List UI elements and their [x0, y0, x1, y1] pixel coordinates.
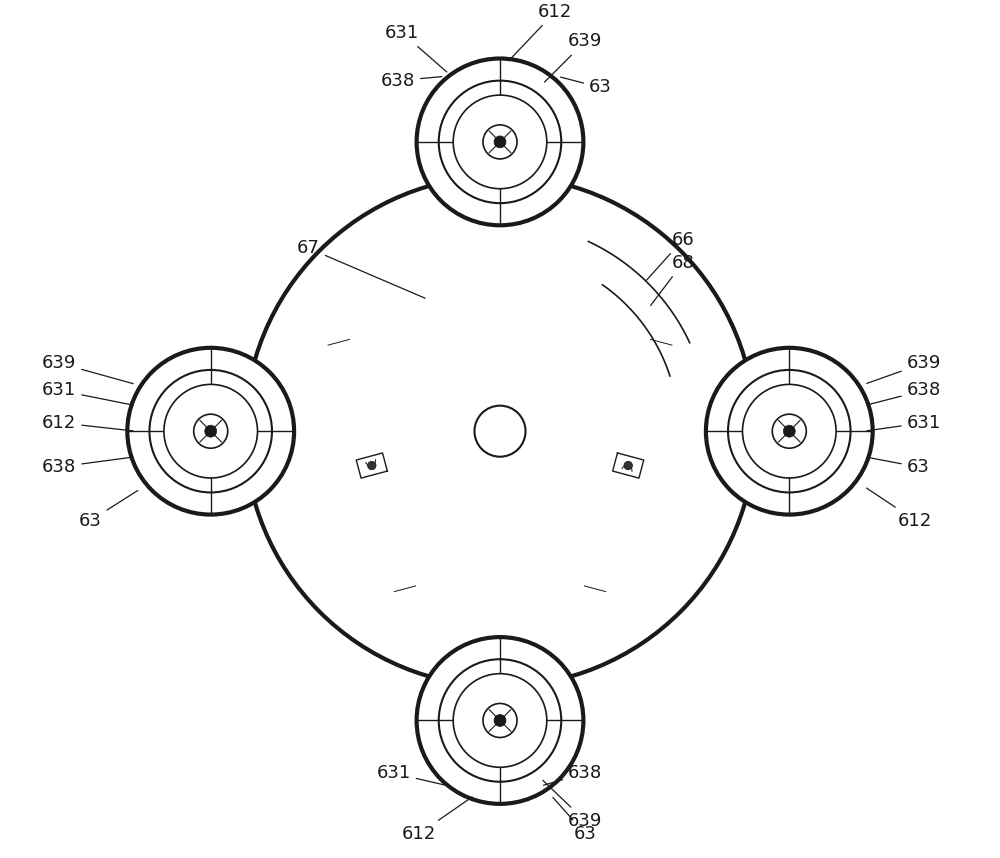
- Text: 612: 612: [866, 488, 932, 529]
- Circle shape: [706, 347, 873, 515]
- Text: 66: 66: [647, 231, 694, 281]
- Circle shape: [194, 414, 228, 448]
- Circle shape: [368, 462, 376, 470]
- Circle shape: [474, 406, 526, 456]
- Circle shape: [483, 125, 517, 159]
- Circle shape: [728, 370, 851, 492]
- Text: 631: 631: [42, 381, 133, 405]
- Circle shape: [164, 384, 258, 478]
- Text: 631: 631: [385, 24, 447, 72]
- Text: 639: 639: [867, 354, 941, 384]
- Circle shape: [417, 637, 583, 804]
- Text: 63: 63: [553, 797, 597, 843]
- Text: 68: 68: [651, 254, 694, 305]
- Circle shape: [624, 462, 632, 470]
- Circle shape: [742, 384, 836, 478]
- Text: 63: 63: [79, 491, 138, 529]
- Text: 639: 639: [42, 354, 133, 384]
- Circle shape: [439, 659, 561, 782]
- Text: 638: 638: [381, 71, 442, 89]
- Text: 638: 638: [42, 457, 133, 476]
- Text: 638: 638: [867, 381, 941, 405]
- Circle shape: [494, 715, 506, 727]
- Circle shape: [127, 347, 294, 515]
- Circle shape: [783, 426, 795, 437]
- Circle shape: [453, 674, 547, 767]
- Text: 612: 612: [42, 414, 133, 432]
- Text: 639: 639: [545, 33, 602, 82]
- Circle shape: [417, 58, 583, 226]
- Text: 63: 63: [561, 77, 612, 96]
- Circle shape: [439, 81, 561, 203]
- Text: 612: 612: [402, 797, 472, 843]
- Circle shape: [494, 136, 506, 148]
- Circle shape: [483, 704, 517, 738]
- Text: 638: 638: [544, 764, 602, 785]
- Text: 63: 63: [867, 457, 930, 476]
- Text: 639: 639: [543, 780, 602, 830]
- Text: 631: 631: [867, 414, 941, 432]
- Text: 631: 631: [377, 764, 446, 785]
- Circle shape: [453, 95, 547, 189]
- Circle shape: [205, 426, 217, 437]
- Text: 612: 612: [509, 3, 572, 61]
- Text: 67: 67: [297, 239, 425, 299]
- Circle shape: [772, 414, 806, 448]
- Circle shape: [149, 370, 272, 492]
- Circle shape: [245, 176, 755, 686]
